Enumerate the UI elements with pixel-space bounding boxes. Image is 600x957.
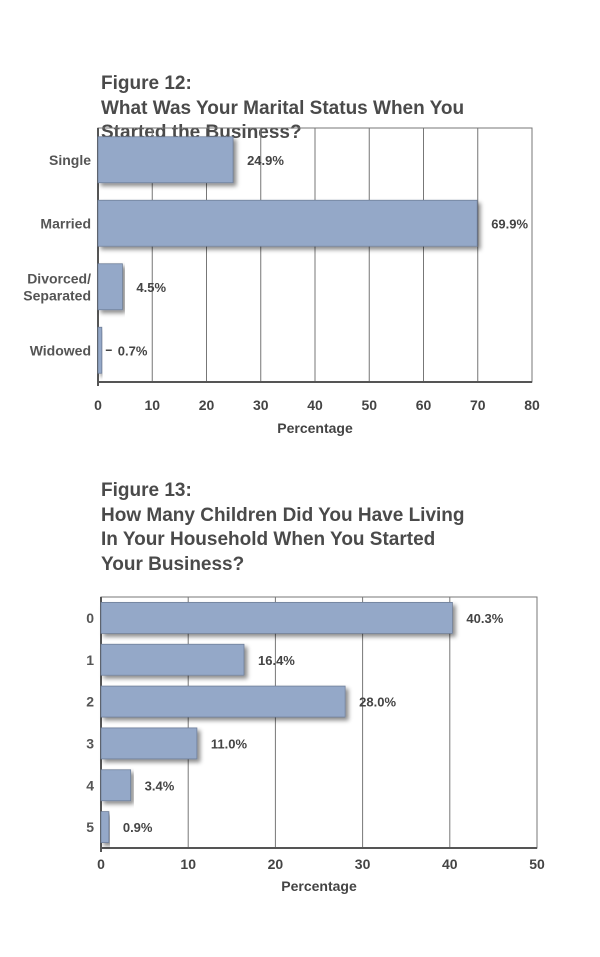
data-label: 4.5%	[136, 280, 166, 295]
category-label: 0	[86, 610, 94, 626]
x-tick-label: 60	[416, 397, 432, 413]
x-tick-label: 0	[94, 397, 102, 413]
category-label: Single	[49, 152, 91, 168]
bar	[97, 199, 478, 247]
bar	[100, 643, 245, 676]
x-tick-label: 10	[180, 856, 196, 872]
category-label: 4	[86, 777, 94, 793]
x-tick-label: 80	[524, 397, 540, 413]
bar	[100, 727, 198, 760]
data-label: 69.9%	[491, 216, 528, 231]
data-label: 28.0%	[359, 695, 396, 710]
data-label: 0.7%	[118, 343, 148, 358]
x-tick-label: 50	[361, 397, 377, 413]
bar	[97, 326, 103, 374]
data-label: 40.3%	[466, 611, 503, 626]
category-label: 1	[86, 652, 94, 668]
title-line: How Many Children Did You Have Living	[101, 504, 465, 526]
bar	[100, 602, 453, 634]
category-label: Separated	[23, 287, 91, 303]
x-tick-label: 0	[97, 856, 105, 872]
x-tick-label: 20	[199, 397, 215, 413]
figure-12-chart: 0 10 20 30 40 50 60 70 80 Percentage 24.9% Single 69…	[23, 127, 540, 436]
category-label: 5	[86, 819, 94, 835]
x-tick-label: 30	[253, 397, 269, 413]
figure-13-title: Figure 13: How Many Children Did You Hav…	[101, 479, 465, 577]
figure-label: Figure 12:	[101, 73, 192, 94]
bar	[97, 263, 123, 311]
figure-label: Figure 13:	[101, 480, 192, 501]
x-tick-label: 50	[529, 856, 545, 872]
plot-frame	[100, 596, 538, 849]
data-label: 0.9%	[123, 820, 153, 835]
x-tick-label: 10	[144, 397, 160, 413]
category-label: 3	[86, 735, 94, 751]
x-axis-label: Percentage	[277, 420, 353, 436]
data-label: 16.4%	[258, 653, 295, 668]
bar	[100, 685, 346, 718]
title-line: What Was Your Marital Status When You	[101, 97, 465, 119]
x-tick-label: 40	[307, 397, 323, 413]
title-line: Your Business?	[101, 553, 245, 575]
title-line: In Your Household When You Started	[101, 529, 436, 550]
data-label: 11.0%	[211, 736, 248, 751]
bar	[97, 136, 234, 184]
category-label: Widowed	[30, 342, 91, 358]
x-tick-label: 40	[442, 856, 458, 872]
x-tick-label: 30	[355, 856, 371, 872]
bar	[100, 769, 132, 802]
x-tick-label: 70	[470, 397, 486, 413]
x-axis-label: Percentage	[281, 878, 357, 894]
data-label: 24.9%	[247, 153, 284, 168]
category-label: Married	[40, 215, 91, 231]
x-tick-label: 20	[268, 856, 284, 872]
data-label: 3.4%	[145, 778, 175, 793]
bar	[100, 811, 110, 843]
category-label: Divorced/	[27, 270, 91, 286]
category-label: 2	[86, 694, 94, 710]
